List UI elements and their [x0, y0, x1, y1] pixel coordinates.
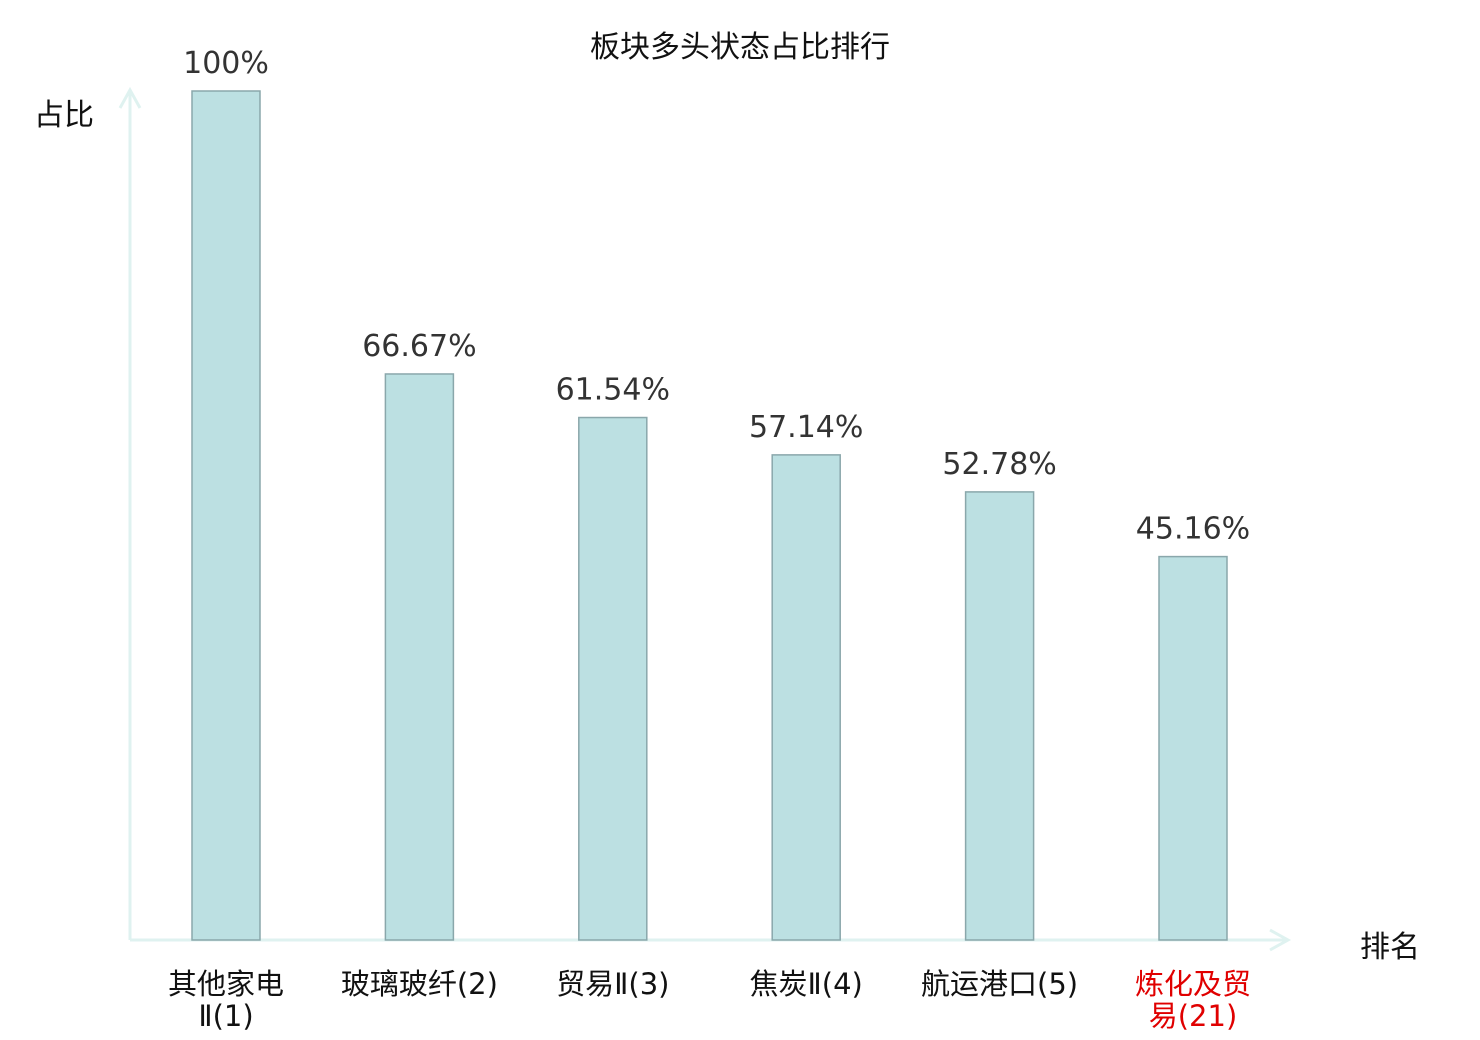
- bar-value-label: 52.78%: [942, 447, 1056, 482]
- category-tick-label: 贸易Ⅱ(3): [556, 967, 669, 1001]
- chart-title: 板块多头状态占比排行: [590, 30, 890, 65]
- category-tick-label: 玻璃玻纤(2): [341, 967, 498, 1001]
- bar: [964, 491, 1035, 941]
- category-tick-label: 炼化及贸: [1135, 967, 1251, 1001]
- category-tick-label: 其他家电: [168, 967, 284, 1001]
- bar: [1158, 555, 1228, 941]
- x-axis-arrow: [1269, 928, 1292, 952]
- bar-value-label: 66.67%: [362, 329, 476, 364]
- category-tick-label: 焦炭Ⅱ(4): [750, 967, 863, 1001]
- bar: [771, 454, 841, 941]
- category-tick-label: Ⅱ(1): [198, 999, 253, 1033]
- bar-value-label: 61.54%: [556, 373, 670, 408]
- y-axis-label: 占比: [34, 98, 94, 133]
- bar: [578, 416, 648, 941]
- y-axis-arrow: [118, 86, 142, 109]
- bar: [384, 373, 455, 941]
- x-axis-label: 排名: [1360, 930, 1420, 965]
- bar: [191, 90, 261, 941]
- bar-value-label: 100%: [183, 46, 269, 81]
- category-tick-label: 易(21): [1149, 999, 1238, 1033]
- bar-value-label: 57.14%: [749, 410, 863, 445]
- category-tick-label: 航运港口(5): [921, 967, 1078, 1001]
- bar-value-label: 45.16%: [1136, 512, 1250, 547]
